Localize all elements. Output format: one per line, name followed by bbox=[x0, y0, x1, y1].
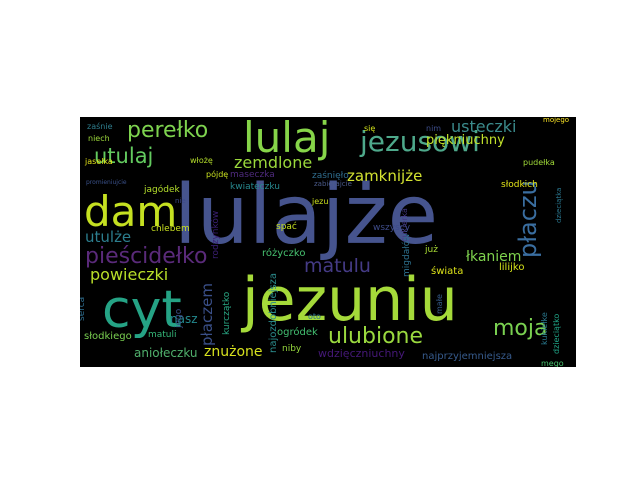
word: dzieciątka bbox=[555, 187, 563, 223]
word: perełko bbox=[127, 118, 209, 143]
word: spać bbox=[276, 222, 297, 232]
word: mojego bbox=[543, 117, 570, 124]
word: najozdobniejsza bbox=[268, 272, 279, 353]
word: jaselka bbox=[85, 157, 113, 166]
word: znużone bbox=[204, 344, 263, 360]
word: dam bbox=[84, 187, 178, 236]
word: piękniuchny bbox=[426, 133, 505, 148]
word: lilijko bbox=[499, 262, 525, 273]
word: słodkich bbox=[501, 180, 538, 190]
word: lulajże bbox=[174, 168, 439, 263]
word: niech bbox=[88, 134, 110, 143]
word: jezu bbox=[312, 197, 329, 206]
word: zemdlone bbox=[234, 153, 313, 172]
word: wdzięczniuchny bbox=[318, 347, 405, 360]
word: kurczątko bbox=[222, 291, 232, 335]
word: jagódek bbox=[144, 185, 180, 195]
word: łkaniem bbox=[466, 249, 522, 265]
word: utulże bbox=[85, 228, 132, 246]
word: płaczu bbox=[514, 180, 542, 258]
word: różyczko bbox=[262, 248, 306, 259]
word: zaśnięło bbox=[312, 171, 349, 181]
word: ulubione bbox=[328, 324, 424, 349]
word: płaczem bbox=[198, 283, 216, 346]
word: już bbox=[425, 245, 438, 255]
word: rodzynków bbox=[211, 210, 221, 259]
word: włożę bbox=[190, 156, 213, 165]
word: jezuniu bbox=[242, 265, 458, 335]
word: wszyscy bbox=[373, 223, 411, 233]
word: nim bbox=[426, 124, 442, 133]
word: pójdę bbox=[206, 170, 229, 179]
word: nasz bbox=[170, 312, 198, 326]
word: powieczki bbox=[90, 265, 169, 284]
word: nie bbox=[175, 197, 186, 205]
word: chlebem bbox=[151, 224, 190, 234]
word: dzieciątko bbox=[552, 313, 561, 354]
word: oto bbox=[308, 312, 321, 321]
word: matulu bbox=[304, 255, 371, 277]
word: mego bbox=[541, 359, 564, 368]
word: małe bbox=[435, 294, 444, 314]
word: pudełka bbox=[523, 158, 555, 167]
word-cloud: lulajże jezuniu cyt dam lulaj jezusowi p… bbox=[80, 117, 576, 367]
word: aniołeczku bbox=[134, 346, 198, 360]
word: niby bbox=[282, 344, 302, 354]
word: moja bbox=[493, 316, 548, 341]
word: jego bbox=[174, 308, 184, 328]
word: matuli bbox=[148, 330, 177, 340]
word: zabierajcie bbox=[314, 180, 352, 188]
word: pieścidełko bbox=[85, 244, 208, 269]
word: promieniujcie bbox=[86, 179, 127, 186]
word: cyt bbox=[102, 280, 182, 340]
word: lulaj bbox=[243, 117, 331, 162]
word: jezusowi bbox=[360, 125, 480, 158]
word: najprzyjemniejsza bbox=[422, 351, 513, 362]
word: się bbox=[364, 124, 376, 133]
word: usteczki bbox=[451, 117, 517, 136]
word: maseczka bbox=[230, 170, 275, 180]
word: serca bbox=[80, 296, 87, 321]
word: utulaj bbox=[94, 144, 154, 168]
word: świata bbox=[431, 266, 464, 277]
word: słodkiego bbox=[84, 331, 132, 342]
word: kukiełke bbox=[540, 312, 549, 345]
word: zamknijże bbox=[347, 167, 423, 185]
word: ogródek bbox=[277, 327, 318, 338]
word: kwiateczku bbox=[230, 182, 280, 192]
word: zaśnie bbox=[87, 122, 113, 131]
